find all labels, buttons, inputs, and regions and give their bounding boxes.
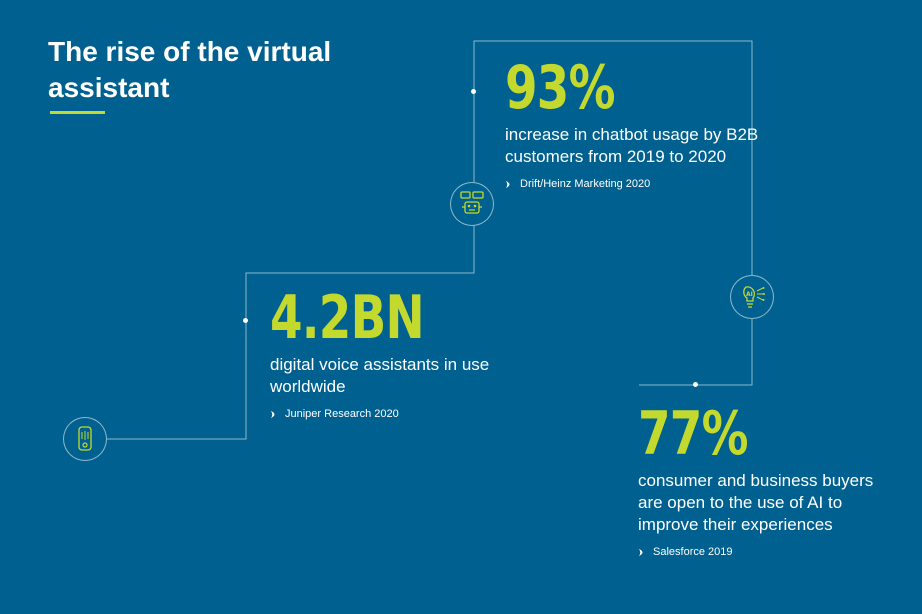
- stat-ai-openness: 77% consumer and business buyers are ope…: [638, 404, 878, 558]
- stat-description: consumer and business buyers are open to…: [638, 471, 874, 534]
- stat-voice-assistants: 4.2BN digital voice assistants in use wo…: [270, 288, 500, 420]
- source-label: Salesforce 2019: [653, 546, 733, 558]
- title-underline: [50, 111, 105, 114]
- voice-assistant-device-icon: [63, 417, 107, 461]
- svg-text:AI: AI: [746, 291, 753, 298]
- source-arrow-icon: [270, 410, 275, 418]
- page-title: The rise of the virtual assistant: [48, 36, 332, 103]
- connector-dot: [693, 382, 698, 387]
- stat-value: 4.2BN: [270, 283, 425, 353]
- stat-source: Juniper Research 2020: [270, 408, 500, 420]
- stat-description: digital voice assistants in use worldwid…: [270, 355, 490, 396]
- stat-description: increase in chatbot usage by B2B custome…: [505, 125, 759, 166]
- stat-source: Salesforce 2019: [638, 546, 878, 558]
- chatbot-robot-icon: [450, 182, 494, 226]
- source-arrow-icon: [505, 180, 510, 188]
- ai-lightbulb-icon: AI: [730, 275, 774, 319]
- stat-chatbot-usage: 93% increase in chatbot usage by B2B cus…: [505, 58, 765, 190]
- stat-value: 93%: [505, 53, 615, 123]
- connector-dot: [243, 318, 248, 323]
- source-label: Juniper Research 2020: [285, 408, 399, 420]
- connector-dot: [471, 89, 476, 94]
- stat-value: 77%: [638, 399, 748, 469]
- stat-source: Drift/Heinz Marketing 2020: [505, 178, 765, 190]
- source-label: Drift/Heinz Marketing 2020: [520, 178, 651, 190]
- source-arrow-icon: [638, 548, 643, 556]
